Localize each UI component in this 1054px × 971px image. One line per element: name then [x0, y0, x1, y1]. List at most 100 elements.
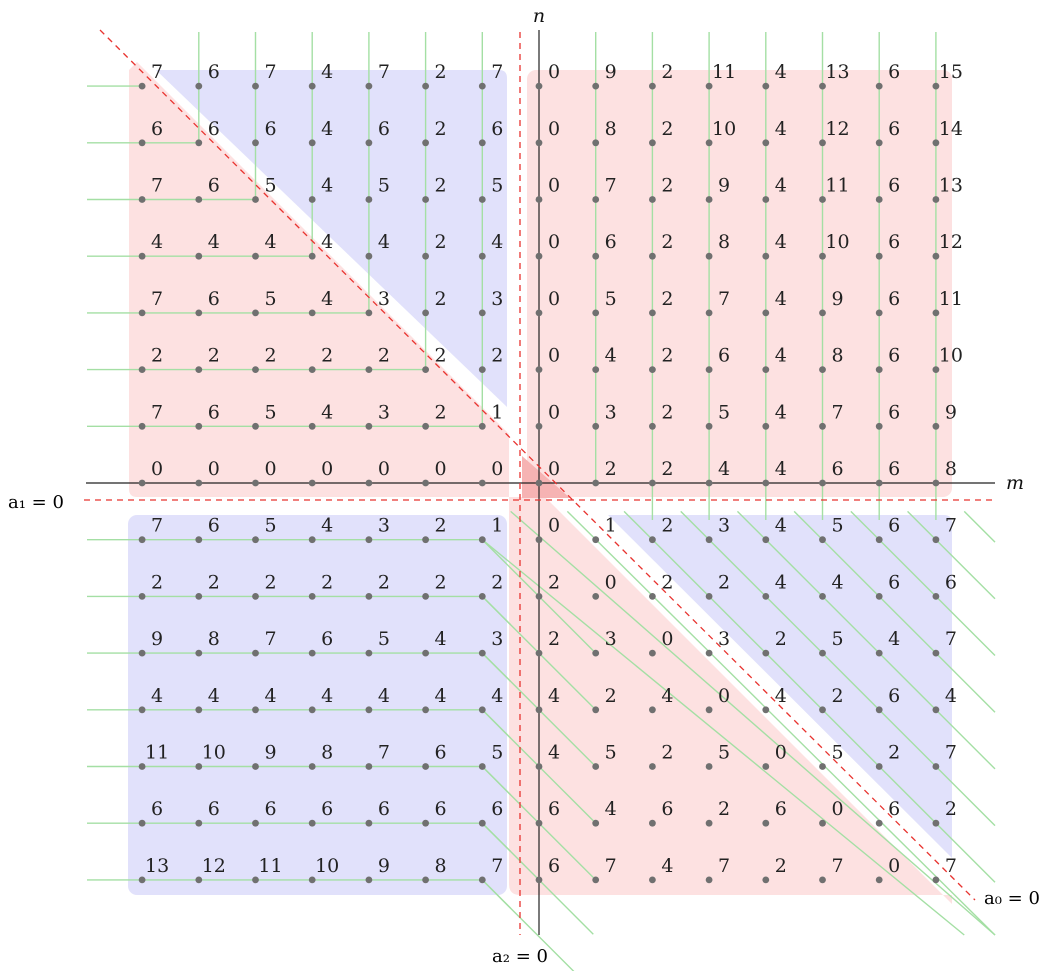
- lattice-point: [422, 706, 429, 714]
- cell-value: 6: [718, 345, 730, 367]
- cell-value: 2: [435, 515, 447, 537]
- cell-value: 6: [605, 231, 617, 253]
- lattice-point: [535, 593, 543, 600]
- cell-value: 6: [208, 515, 220, 537]
- lattice-point: [592, 763, 600, 770]
- lattice-point: [819, 649, 826, 657]
- cell-value: 10: [939, 345, 963, 367]
- cell-value: 0: [548, 231, 560, 253]
- cell-value: 2: [661, 118, 673, 140]
- cell-value: 2: [661, 288, 673, 310]
- cell-value: 9: [945, 401, 957, 423]
- cell-value: 6: [888, 458, 900, 480]
- cell-value: 6: [208, 288, 220, 310]
- guide-diagonal: [510, 510, 996, 936]
- lattice-point: [592, 139, 600, 147]
- lattice-point: [762, 309, 770, 317]
- cell-value: 6: [661, 798, 673, 820]
- lattice-point: [365, 593, 373, 600]
- m-axis-label: m: [1006, 472, 1024, 494]
- cell-value: 4: [491, 685, 503, 707]
- cell-value: 4: [264, 685, 276, 707]
- lattice-point: [705, 366, 713, 373]
- cell-value: 6: [831, 458, 843, 480]
- cell-value: 12: [202, 855, 226, 877]
- cell-value: 15: [939, 61, 963, 83]
- lattice-point: [422, 876, 429, 884]
- cell-value: 2: [435, 401, 447, 423]
- cell-value: 6: [208, 118, 220, 140]
- lattice-point: [762, 82, 770, 90]
- lattice-point: [875, 479, 883, 487]
- cell-value: 5: [605, 288, 617, 310]
- cell-value: 13: [825, 61, 849, 83]
- cell-value: 6: [321, 798, 333, 820]
- cell-value: 4: [435, 628, 447, 650]
- lattice-point: [649, 706, 656, 714]
- cell-value: 4: [775, 401, 787, 423]
- lattice-point: [365, 706, 373, 714]
- lattice-point: [592, 366, 600, 373]
- cell-value: 4: [321, 288, 333, 310]
- cell-value: 6: [945, 571, 957, 593]
- lattice-point: [649, 536, 656, 544]
- cell-value: 4: [775, 685, 787, 707]
- cell-value: 7: [151, 61, 163, 83]
- cell-value: 3: [491, 288, 503, 310]
- cell-value: 3: [378, 401, 390, 423]
- cell-value: 6: [775, 798, 787, 820]
- lattice-point: [252, 309, 259, 317]
- cell-value: 10: [315, 855, 339, 877]
- lattice-point: [252, 876, 259, 884]
- cell-value: 4: [775, 515, 787, 537]
- lattice-point: [138, 82, 146, 90]
- lattice-point: [762, 819, 770, 827]
- lattice-point: [819, 252, 826, 260]
- cell-value: 4: [888, 628, 900, 650]
- lattice-point: [819, 366, 826, 373]
- cell-value: 6: [888, 571, 900, 593]
- cell-value: 6: [264, 798, 276, 820]
- cell-value: 0: [435, 458, 447, 480]
- guide-diagonal-left: [481, 822, 512, 853]
- lattice-point: [478, 763, 486, 770]
- lattice-point: [422, 196, 429, 203]
- dashed-lines: [84, 29, 995, 935]
- cell-value: 10: [712, 118, 736, 140]
- guide-diagonal: [481, 539, 965, 936]
- region-pink-first-quadrant: [527, 70, 952, 497]
- cell-value: 7: [151, 401, 163, 423]
- cell-value: 11: [825, 175, 849, 197]
- cell-value: 2: [661, 401, 673, 423]
- lattice-point: [252, 366, 259, 373]
- lattice-point: [819, 139, 826, 147]
- lattice-point: [478, 309, 486, 317]
- cell-value: 4: [321, 401, 333, 423]
- cell-value: 6: [548, 855, 560, 877]
- lattice-point: [819, 706, 826, 714]
- cell-value: 2: [151, 571, 163, 593]
- cell-value: 9: [718, 175, 730, 197]
- cell-value: 2: [435, 175, 447, 197]
- region-blue-upper: [156, 70, 507, 407]
- cell-value: 2: [208, 571, 220, 593]
- lattice-point: [535, 706, 543, 714]
- cell-value: 2: [888, 742, 900, 764]
- cell-value: 6: [888, 401, 900, 423]
- lattice-point: [875, 593, 883, 600]
- lattice-point: [649, 593, 656, 600]
- cell-value: 2: [491, 345, 503, 367]
- cell-value: 2: [435, 345, 447, 367]
- lattice-point: [762, 593, 770, 600]
- lattice-point: [705, 819, 713, 827]
- lattice-point: [365, 876, 373, 884]
- cell-value: 4: [378, 231, 390, 253]
- lattice-point: [422, 479, 429, 487]
- lattice-point: [308, 649, 316, 657]
- lattice-point: [819, 763, 826, 770]
- lattice-point: [592, 82, 600, 90]
- lattice-point: [308, 309, 316, 317]
- lattice-point: [705, 252, 713, 260]
- cell-value: 2: [378, 345, 390, 367]
- cell-value: 3: [378, 515, 390, 537]
